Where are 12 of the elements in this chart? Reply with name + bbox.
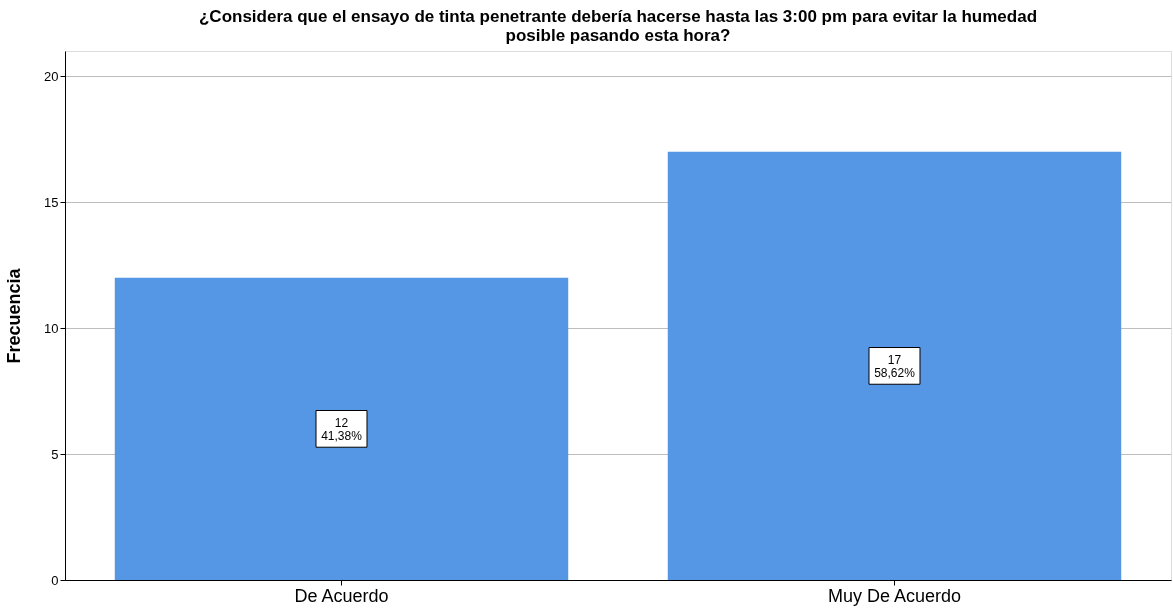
y-tick-label: 20 — [44, 68, 59, 84]
y-tick-label: 10 — [44, 320, 59, 336]
x-tick-label: Muy De Acuerdo — [827, 585, 962, 606]
y-tick-label: 5 — [51, 446, 59, 462]
data-label: 12 41,38% — [321, 415, 363, 443]
data-label: 17 58,62% — [874, 352, 916, 380]
text: ¿Considera que el ensayo de tinta penetrante debería hacerse hasta las 3:00 pm para evitar la humedad — [198, 7, 1038, 26]
y-tick-label: 15 — [44, 194, 59, 210]
y-tick-label: 0 — [51, 572, 59, 588]
x-tick-label: De Acuerdo — [294, 585, 389, 606]
text: posible pasando esta hora? — [505, 26, 731, 45]
y-axis-title: Frecuencia — [4, 267, 25, 364]
